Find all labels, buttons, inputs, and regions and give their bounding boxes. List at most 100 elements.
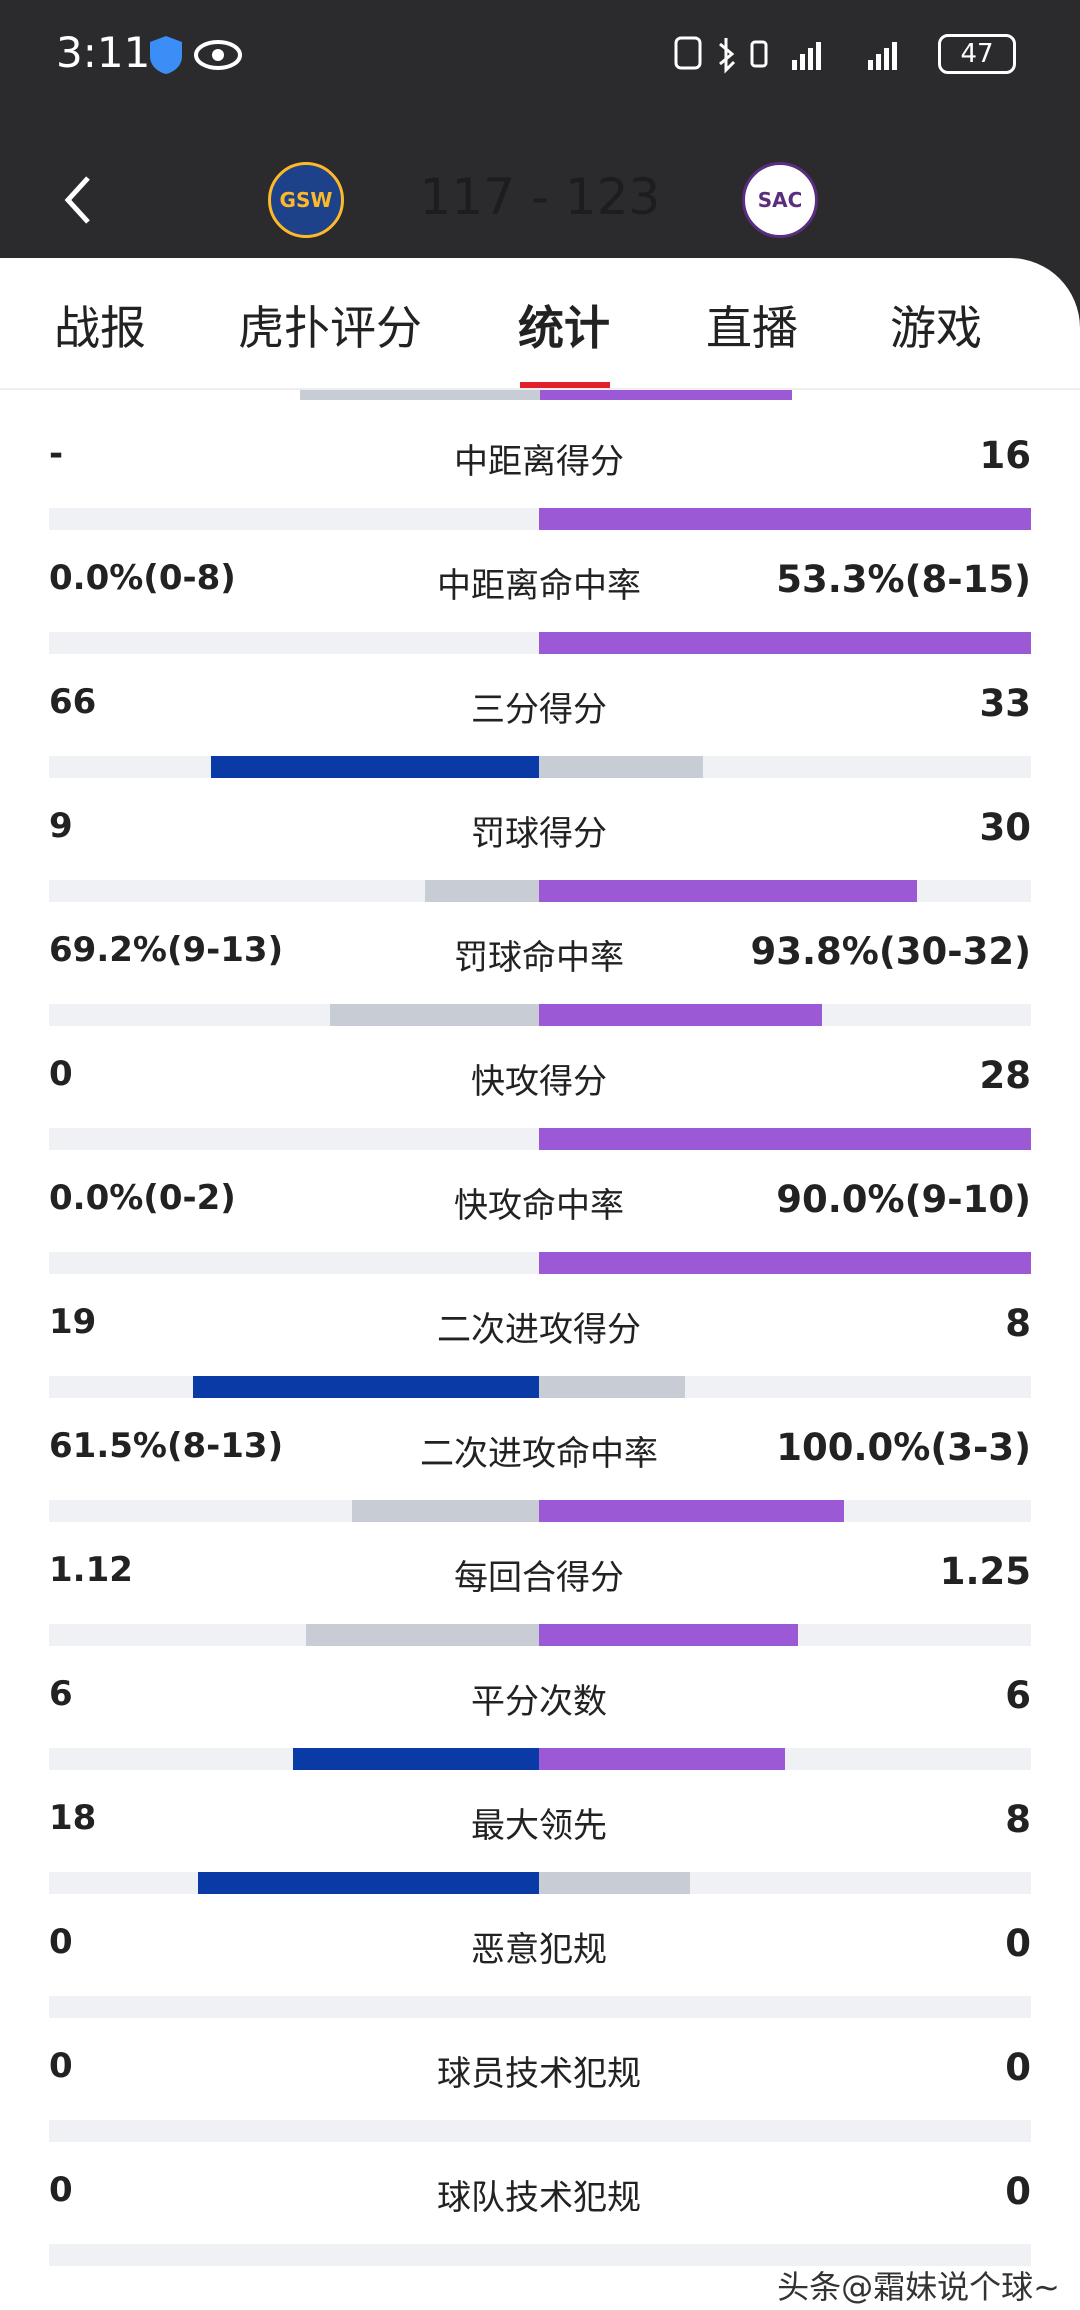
left-value: 1.12 xyxy=(49,1550,133,1590)
stat-label: 快攻得分 xyxy=(471,1062,607,1102)
right-bar xyxy=(539,1624,799,1646)
right-bar xyxy=(539,1872,691,1894)
left-bar xyxy=(306,1624,539,1646)
right-bar xyxy=(539,880,918,902)
tab[interactable]: 战报 xyxy=(54,301,146,355)
right-value: 8 xyxy=(1005,1798,1031,1841)
left-bar xyxy=(351,1500,539,1522)
stat-row: 0 球队技术犯规 0 xyxy=(0,2170,1080,2280)
left-bar xyxy=(192,1376,539,1398)
right-value: 33 xyxy=(979,682,1032,725)
left-value: 0 xyxy=(49,1922,73,1962)
right-bar xyxy=(539,1500,844,1522)
stat-row: 0 恶意犯规 0 xyxy=(0,1922,1080,2032)
stat-row: 6 平分次数 6 xyxy=(0,1674,1080,1784)
bar-track xyxy=(49,2244,1031,2266)
stat-row: 0.0%(0-2) 快攻命中率 90.0%(9-10) xyxy=(0,1178,1080,1288)
stat-label: 平分次数 xyxy=(471,1682,607,1722)
back-button[interactable] xyxy=(58,172,98,228)
left-value: 6 xyxy=(49,1674,73,1714)
left-bar xyxy=(425,880,539,902)
stat-row: 18 最大领先 8 xyxy=(0,1798,1080,1908)
stat-label: 球员技术犯规 xyxy=(437,2054,641,2094)
right-bar xyxy=(539,508,1031,530)
left-value: 0 xyxy=(49,1054,73,1094)
right-value: 93.8%(30-32) xyxy=(750,930,1031,973)
tab[interactable]: 虎扑评分 xyxy=(238,301,422,355)
stat-label: 罚球命中率 xyxy=(454,938,624,978)
watermark: 头条@霜妹说个球~ xyxy=(777,2268,1060,2306)
left-value: - xyxy=(49,434,64,474)
stat-label: 三分得分 xyxy=(471,690,607,730)
right-value: 30 xyxy=(979,806,1032,849)
stat-row: 66 三分得分 33 xyxy=(0,682,1080,792)
partial-bar xyxy=(300,390,540,400)
stat-label: 二次进攻命中率 xyxy=(420,1434,658,1474)
right-value: 16 xyxy=(979,434,1032,477)
left-value: 0.0%(0-8) xyxy=(49,558,236,598)
partial-bar xyxy=(540,390,792,400)
stat-label: 罚球得分 xyxy=(471,814,607,854)
stat-label: 恶意犯规 xyxy=(471,1930,607,1970)
battery: 47 xyxy=(938,34,1016,74)
left-value: 0 xyxy=(49,2170,73,2210)
away-logo: SAC xyxy=(742,162,818,238)
left-value: 0.0%(0-2) xyxy=(49,1178,236,1218)
content-sheet xyxy=(0,258,1080,2310)
right-value: 53.3%(8-15) xyxy=(776,558,1031,601)
right-value: 0 xyxy=(1005,1922,1031,1965)
right-value: 0 xyxy=(1005,2046,1031,2089)
right-bar xyxy=(539,1376,685,1398)
tab-indicator xyxy=(520,382,610,390)
stat-label: 快攻命中率 xyxy=(454,1186,624,1226)
right-bar xyxy=(539,756,703,778)
left-value: 18 xyxy=(49,1798,97,1838)
stat-row: 1.12 每回合得分 1.25 xyxy=(0,1550,1080,1660)
right-value: 100.0%(3-3) xyxy=(776,1426,1031,1469)
home-logo: GSW xyxy=(268,162,344,238)
status-icons-left xyxy=(150,36,242,74)
bar-track xyxy=(49,2120,1031,2142)
tab[interactable]: 游戏 xyxy=(890,301,982,355)
right-value: 0 xyxy=(1005,2170,1031,2213)
stat-label: 最大领先 xyxy=(471,1806,607,1846)
bar-track xyxy=(49,1996,1031,2018)
score: 117 - 123 xyxy=(419,168,661,226)
left-value: 9 xyxy=(49,806,73,846)
tab[interactable]: 统计 xyxy=(518,301,610,355)
stat-row: 9 罚球得分 30 xyxy=(0,806,1080,916)
right-bar xyxy=(539,1004,823,1026)
right-bar xyxy=(539,1128,1031,1150)
stat-row: 19 二次进攻得分 8 xyxy=(0,1302,1080,1412)
left-value: 69.2%(9-13) xyxy=(49,930,284,970)
stat-label: 中距离得分 xyxy=(454,442,624,482)
stat-label: 每回合得分 xyxy=(454,1558,624,1598)
stat-row: 0 快攻得分 28 xyxy=(0,1054,1080,1164)
left-bar xyxy=(198,1872,539,1894)
status-icons-right xyxy=(674,36,897,74)
left-value: 19 xyxy=(49,1302,97,1342)
stat-label: 中距离命中率 xyxy=(437,566,641,606)
left-bar xyxy=(211,756,539,778)
right-bar xyxy=(539,1252,1031,1274)
stat-label: 二次进攻得分 xyxy=(437,1310,641,1350)
right-bar xyxy=(539,1748,785,1770)
stat-row: 0.0%(0-8) 中距离命中率 53.3%(8-15) xyxy=(0,558,1080,668)
left-bar xyxy=(293,1748,539,1770)
left-bar xyxy=(330,1004,539,1026)
tab[interactable]: 直播 xyxy=(706,301,798,355)
right-value: 6 xyxy=(1005,1674,1031,1717)
stat-row: 69.2%(9-13) 罚球命中率 93.8%(30-32) xyxy=(0,930,1080,1040)
stat-row: 0 球员技术犯规 0 xyxy=(0,2046,1080,2156)
right-value: 90.0%(9-10) xyxy=(776,1178,1031,1221)
left-value: 0 xyxy=(49,2046,73,2086)
tab-divider xyxy=(0,388,1080,390)
right-bar xyxy=(539,632,1031,654)
left-value: 66 xyxy=(49,682,97,722)
right-value: 1.25 xyxy=(939,1550,1031,1593)
stat-row: - 中距离得分 16 xyxy=(0,434,1080,544)
right-value: 28 xyxy=(979,1054,1032,1097)
left-value: 61.5%(8-13) xyxy=(49,1426,284,1466)
status-time: 3:11 xyxy=(56,28,151,77)
